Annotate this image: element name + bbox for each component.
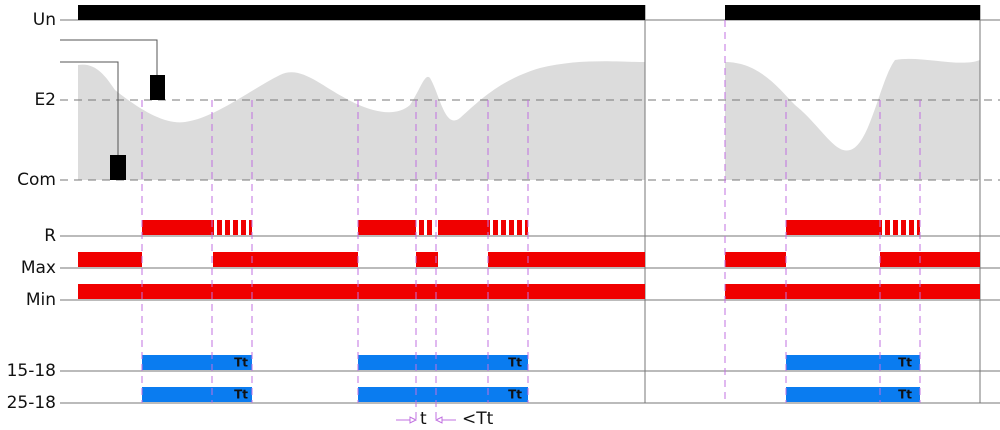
row-label: Com: [17, 170, 56, 190]
red-bar: [416, 252, 438, 267]
blink-gaps: [214, 220, 917, 235]
row-label: E2: [34, 90, 56, 110]
timer-bar: [786, 387, 920, 402]
row-label: R: [44, 226, 56, 246]
electrode-wire: [60, 39, 158, 75]
timer-label: Tt: [508, 388, 522, 402]
red-bar: [142, 220, 252, 235]
row-label: Min: [26, 290, 56, 310]
timer-label: Tt: [234, 388, 248, 402]
supply-bar: [78, 5, 645, 20]
annotation: t: [420, 409, 427, 429]
timer-bar: [358, 355, 528, 370]
red-bar: [213, 252, 358, 267]
relay-r: [142, 220, 920, 235]
row-label: 15-18: [7, 361, 56, 381]
signal-area: [78, 61, 645, 180]
red-bar: [725, 252, 786, 267]
row-label: 25-18: [7, 393, 56, 413]
red-bar: [358, 220, 528, 235]
red-bar: [786, 220, 920, 235]
time-arrows: [396, 416, 456, 424]
annotation: <Tt: [462, 409, 494, 429]
event-lines: [141, 20, 921, 420]
timer-label: Tt: [234, 356, 248, 370]
timer-label: Tt: [508, 356, 522, 370]
supply-bar: [725, 5, 980, 20]
timer-bar: [358, 387, 528, 402]
timer-label: Tt: [898, 356, 912, 370]
red-bar: [725, 284, 980, 299]
timer-label: Tt: [898, 388, 912, 402]
red-bar: [880, 252, 980, 267]
electrode: [110, 155, 126, 180]
red-bar: [78, 284, 645, 299]
timer-bar: [142, 355, 252, 370]
signal-area: [725, 58, 980, 181]
red-bar: [488, 252, 645, 267]
electrode: [150, 75, 165, 100]
timer-bar: [786, 355, 920, 370]
electrode-wire: [60, 61, 119, 155]
row-label: Un: [33, 10, 56, 30]
timer-bar: [142, 387, 252, 402]
red-bar: [78, 252, 142, 267]
row-label: Max: [21, 258, 56, 278]
